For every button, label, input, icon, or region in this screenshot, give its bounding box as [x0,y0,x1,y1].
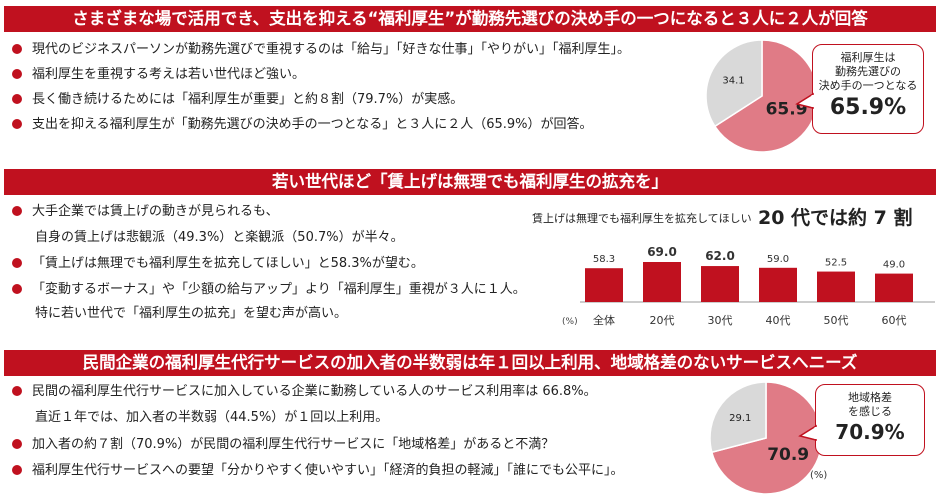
section3-bullet-2: 加入者の約７割（70.9%）が民間の福利厚生代行サービスに「地域格差」があると不… [12,436,554,454]
bullet-dot-icon [12,386,22,396]
section1-bullet-2: 福利厚生を重視する考えは若い世代ほど強い。 [12,66,305,84]
bullet-dot-icon [12,439,22,449]
bar-category-label: 40代 [766,314,791,327]
bar-chart-headline: 20 代では約 7 割 [758,207,913,229]
callout-section3: 地域格差 を感じる 70.9% [815,384,925,456]
callout-line-1: 地域格差 [848,391,892,404]
bar-value-label: 62.0 [705,249,735,263]
bar-category-label: 20代 [650,314,675,327]
bar-value-label: 59.0 [767,254,789,265]
section2-bullet-3-cont: 特に若い世代で「福利厚生の拡充」を望む声が高い。 [35,306,348,321]
pie-chart-regional-gap: 70.9 29.1 [709,381,823,495]
callout-line-2: 勤務先選びの [835,65,901,78]
pie-value-label: 29.1 [729,413,751,424]
section3-bullet-1-cont: 直近１年では、加入者の半数弱（44.5%）が１回以上利用。 [35,410,389,425]
section1-bullet-3: 長く働き続けるためには「福利厚生が重要」と約８割（79.7%）が実感。 [12,91,463,109]
bullet-dot-icon [12,69,22,79]
bar [643,262,681,302]
callout-value: 70.9% [835,420,905,444]
section3-bullet-1: 民間の福利厚生代行サービスに加入している企業に勤務している人のサービス利用率は … [12,383,597,401]
section2-bullet-2: 「賃上げは無理でも福利厚生を拡充してほしい」と58.3%が望む。 [12,255,424,273]
bar [817,271,855,302]
bullet-dot-icon [12,206,22,216]
section2-bullet-1: 大手企業では賃上げの動きが見られるも、 [12,203,279,221]
bullet-dot-icon [12,44,22,54]
bar-category-label: 全体 [593,313,615,327]
bar-value-label: 52.5 [825,258,847,269]
section1-title: さまざまな場で活用でき、支出を抑える“福利厚生”が勤務先選びの決め手の一つになる… [4,6,936,32]
bullet-dot-icon [12,94,22,104]
bar [875,273,913,302]
bullet-dot-icon [12,465,22,475]
bar-chart-unit-label: (%) [562,317,578,327]
bar [759,267,797,302]
pie-slice [710,381,823,495]
section1-bullet-4: 支出を抑える福利厚生が「勤務先選びの決め手の一つとなる」と３人に２人（65.9%… [12,116,593,134]
section2-bullet-1-cont: 自身の賃上げは悲観派（49.3%）と楽観派（50.7%）が半々。 [35,230,404,245]
bar [701,266,739,302]
callout-pointer [795,92,815,109]
section3-title: 民間企業の福利厚生代行サービスの加入者の半数弱は年１回以上利用、地域格差のないサ… [4,350,936,376]
bullet-dot-icon [12,258,22,268]
section2-bullet-3: 「変動するボーナス」や「少額の給与アップ」より「福利厚生」重視が３人に１人。 [12,281,526,299]
bar-value-label: 58.3 [593,254,615,265]
pie-value-label: 34.1 [722,75,744,86]
section2-title: 若い世代ほど「賃上げは無理でも福利厚生の拡充を」 [4,169,936,195]
bullet-dot-icon [12,284,22,294]
bar-value-label: 69.0 [647,245,677,259]
pie-slice [713,39,819,153]
pie-unit-label: (%) [810,470,828,481]
callout-pointer [798,424,818,441]
bar-chart-caption: 賃上げは無理でも福利厚生を拡充してほしい [532,212,752,225]
callout-value: 65.9% [829,95,907,120]
bar-category-label: 60代 [882,314,907,327]
bar-category-label: 30代 [708,314,733,327]
callout-line-2: を感じる [848,405,892,418]
bullet-dot-icon [12,119,22,129]
callout-line-3: 決め手の一つとなる [818,79,918,92]
pie-slice [709,381,767,454]
bar-value-label: 49.0 [883,260,905,271]
callout-section1: 福利厚生は 勤務先選びの 決め手の一つとなる 65.9% [812,44,924,134]
pie-slice [705,39,763,128]
pie-value-label: 70.9 [767,445,809,465]
bar-chart-benefit-expansion: (%) 58.3 全体 69.0 20代 62.0 30代 59.0 40代 52.5 50代 49.… [562,245,935,327]
bar [585,268,623,302]
section1-bullet-1: 現代のビジネスパーソンが勤務先選びで重視するのは「給与」「好きな仕事」「やりがい… [12,41,630,59]
pie-chart-attraction: 65.934.1 [705,39,819,153]
section3-bullet-3: 福利厚生代行サービスへの要望「分かりやすく使いやすい」「経済的負担の軽減」「誰に… [12,462,624,480]
bar-category-label: 50代 [824,314,849,327]
callout-line-1: 福利厚生は [840,51,896,64]
